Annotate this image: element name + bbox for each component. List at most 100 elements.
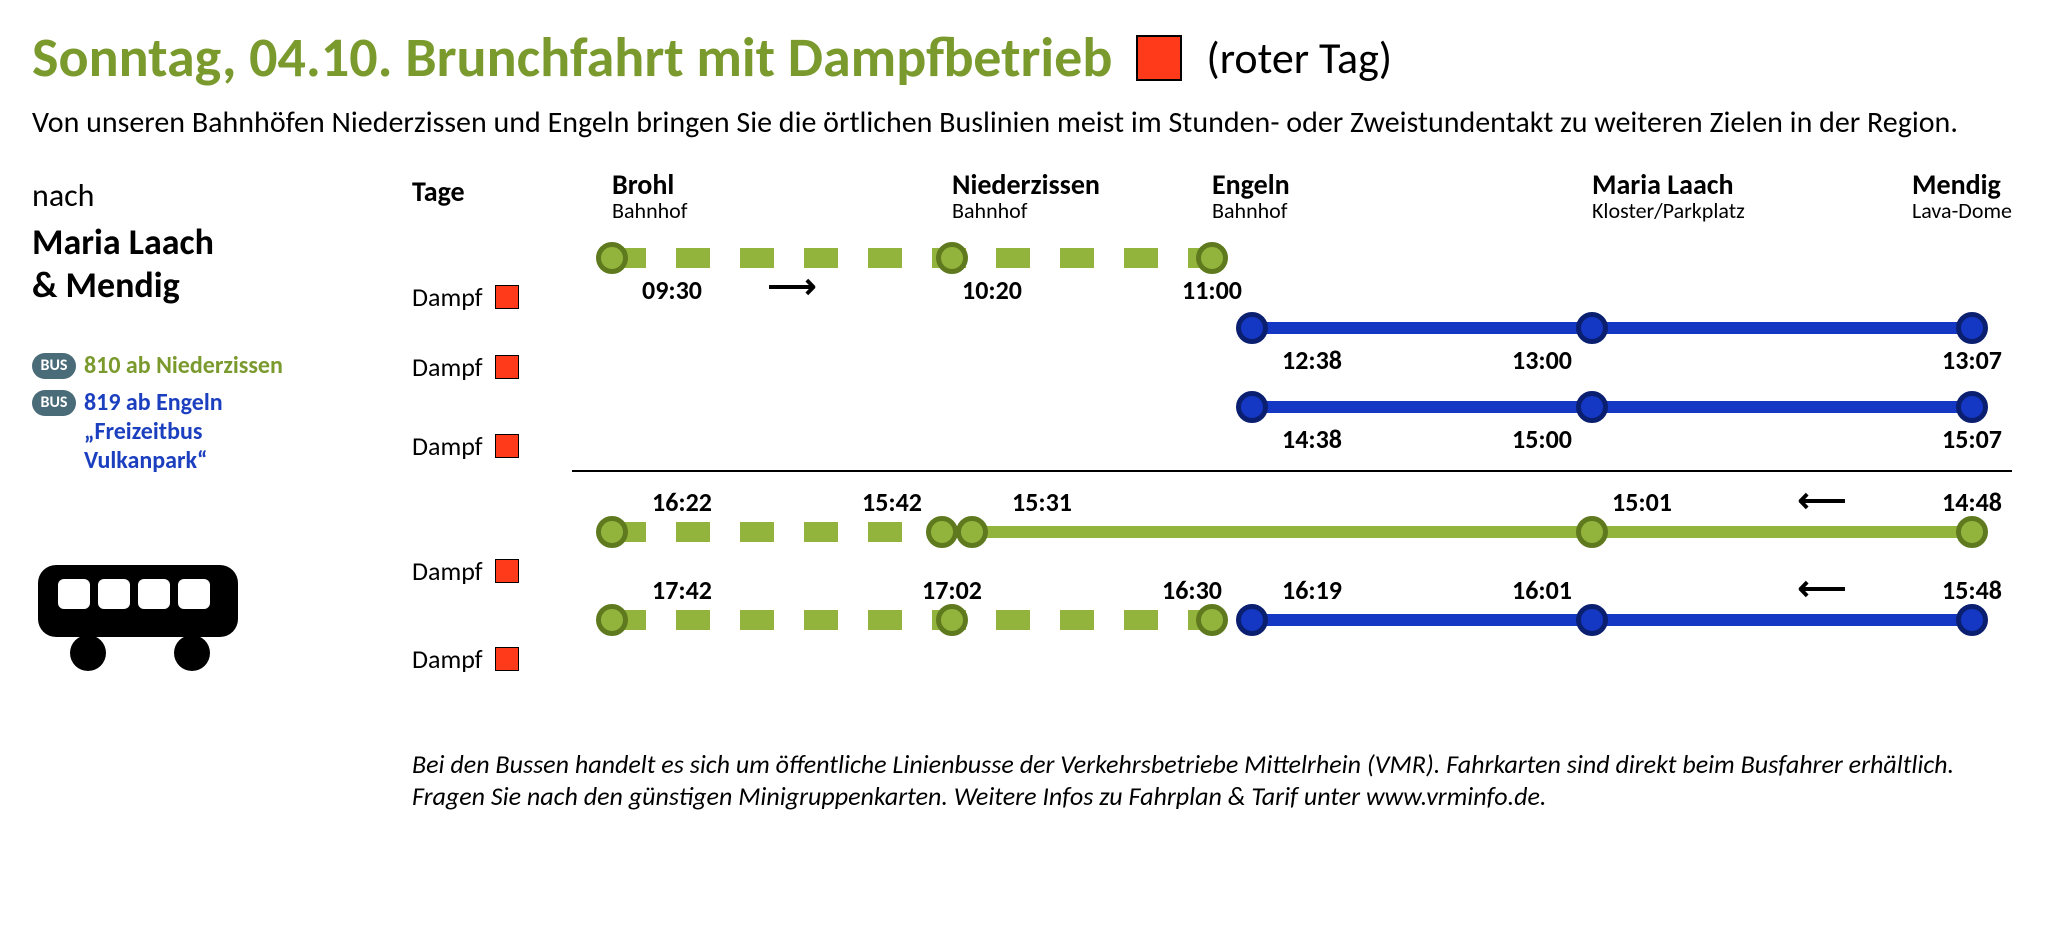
row-label-text: Dampf [412, 430, 483, 462]
station-node [1956, 391, 1988, 423]
arrow-left-icon: ⟵ [1798, 573, 1847, 607]
station-node [1576, 391, 1608, 423]
legend-819-a: 819 ab Engeln [84, 388, 223, 417]
legend: BUS 810 ab Niederzissen BUS 819 ab Engel… [32, 351, 392, 475]
arrow-right-icon: ⟶ [768, 271, 817, 305]
destination-line1: Maria Laach [32, 221, 392, 264]
red-day-square-icon [495, 647, 519, 671]
station-node [1956, 604, 1988, 636]
time-label: 13:00 [1512, 344, 1572, 376]
row-label: Dampf [412, 643, 519, 675]
tage-column: Tage Dampf Dampf Dampf Dampf Dampf [412, 170, 552, 730]
station-header: Maria LaachKloster/Parkplatz [1592, 170, 1745, 222]
legend-819-b: „Freizeitbus [84, 417, 223, 446]
route-segment [1252, 401, 1972, 413]
station-sub: Kloster/Parkplatz [1592, 199, 1745, 222]
row-label-text: Dampf [412, 351, 483, 383]
station-node [1956, 516, 1988, 548]
legend-810-text: 810 ab Niederzissen [84, 351, 283, 380]
time-label: 14:38 [1282, 423, 1342, 455]
route-segment [612, 522, 942, 542]
station-node [596, 242, 628, 274]
station-node [936, 604, 968, 636]
page-title: Sonntag, 04.10. Brunchfahrt mit Dampfbet… [32, 24, 1112, 92]
bus-badge-icon: BUS [32, 390, 76, 416]
route-segment [612, 610, 1212, 630]
timetable-chart: BrohlBahnhofNiederzissenBahnhofEngelnBah… [572, 170, 2052, 730]
time-label: 17:02 [922, 574, 982, 606]
time-label: 16:30 [1162, 574, 1222, 606]
row-label: Dampf [412, 281, 519, 313]
red-day-square-icon [495, 285, 519, 309]
legend-819-text: 819 ab Engeln „Freizeitbus Vulkanpark“ [84, 388, 223, 475]
time-label: 11:00 [1182, 274, 1242, 306]
destination-line2: & Mendig [32, 264, 392, 307]
time-label: 16:01 [1512, 574, 1572, 606]
time-label: 15:31 [1012, 486, 1072, 518]
station-name: Engeln [1212, 170, 1290, 199]
station-node [1576, 516, 1608, 548]
red-day-square-icon [495, 559, 519, 583]
red-day-square-icon [495, 355, 519, 379]
station-name: Brohl [612, 170, 688, 199]
legend-819-c: Vulkanpark“ [84, 446, 223, 475]
station-node [596, 604, 628, 636]
red-day-square-icon [1136, 35, 1182, 81]
route-segment [1252, 322, 1972, 334]
station-sub: Lava-Dome [1912, 199, 2012, 222]
station-node [1196, 242, 1228, 274]
time-label: 15:42 [862, 486, 922, 518]
nach-label: nach [32, 176, 392, 215]
station-node [1576, 604, 1608, 636]
legend-810: BUS 810 ab Niederzissen [32, 351, 392, 380]
station-node [1236, 391, 1268, 423]
time-label: 16:19 [1282, 574, 1342, 606]
row-label: Dampf [412, 555, 519, 587]
station-header: MendigLava-Dome [1912, 170, 2012, 222]
time-label: 15:07 [1942, 423, 2002, 455]
row-labels: Dampf Dampf Dampf Dampf Dampf [412, 209, 552, 729]
station-name: Mendig [1912, 170, 2012, 199]
red-day-square-icon [495, 434, 519, 458]
time-label: 10:20 [962, 274, 1022, 306]
time-label: 15:00 [1512, 423, 1572, 455]
time-label: 13:07 [1942, 344, 2002, 376]
row-label-text: Dampf [412, 555, 483, 587]
time-label: 09:30 [642, 274, 702, 306]
legend-819: BUS 819 ab Engeln „Freizeitbus Vulkanpar… [32, 388, 392, 475]
section-divider [572, 470, 2012, 472]
row-label: Dampf [412, 430, 519, 462]
row-label-text: Dampf [412, 281, 483, 313]
time-label: 14:48 [1942, 486, 2002, 518]
route-segment [1252, 614, 1972, 626]
station-sub: Bahnhof [1212, 199, 1290, 222]
station-node [936, 242, 968, 274]
title-row: Sonntag, 04.10. Brunchfahrt mit Dampfbet… [32, 24, 2023, 92]
footer-text: Bei den Bussen handelt es sich um öffent… [412, 748, 2023, 813]
station-node [1236, 604, 1268, 636]
day-tag: (roter Tag) [1206, 31, 1392, 85]
row-label-text: Dampf [412, 643, 483, 675]
intro-text: Von unseren Bahnhöfen Niederzissen und E… [32, 104, 2023, 142]
station-node [1196, 604, 1228, 636]
time-label: 17:42 [652, 574, 712, 606]
station-header: EngelnBahnhof [1212, 170, 1290, 222]
main-grid: nach Maria Laach & Mendig BUS 810 ab Nie… [32, 170, 2023, 730]
destination: Maria Laach & Mendig [32, 221, 392, 307]
station-node [1236, 312, 1268, 344]
station-node [1576, 312, 1608, 344]
station-node [596, 516, 628, 548]
left-column: nach Maria Laach & Mendig BUS 810 ab Nie… [32, 170, 392, 730]
time-label: 16:22 [652, 486, 712, 518]
station-name: Niederzissen [952, 170, 1100, 199]
time-label: 15:01 [1612, 486, 1672, 518]
bus-icon [32, 555, 392, 680]
station-sub: Bahnhof [952, 199, 1100, 222]
row-label: Dampf [412, 351, 519, 383]
arrow-left-icon: ⟵ [1798, 485, 1847, 519]
time-label: 12:38 [1282, 344, 1342, 376]
station-node [956, 516, 988, 548]
tage-header: Tage [412, 170, 552, 209]
route-segment [612, 248, 1212, 268]
station-header: BrohlBahnhof [612, 170, 688, 222]
